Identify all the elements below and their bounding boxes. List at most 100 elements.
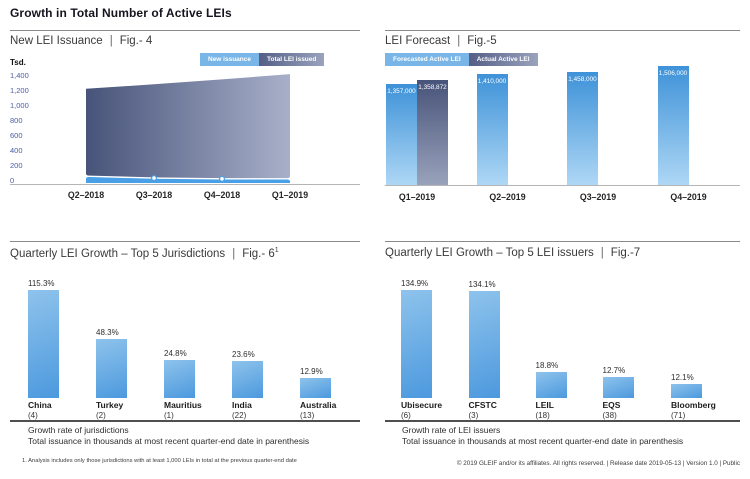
- fig4-ytick-label: 1,200: [10, 86, 29, 96]
- fig6-bar: [28, 290, 59, 398]
- fig5-bar-forecast: [476, 74, 508, 185]
- fig7-category-label: CFSTC: [468, 400, 497, 410]
- fig6-percent-label: 23.6%: [232, 349, 255, 359]
- footer: © 2019 GLEIF and/or its affiliates. All …: [456, 460, 740, 467]
- fig6-bar: [164, 360, 195, 398]
- fig6-category-label: India: [232, 400, 252, 410]
- footnote: 1. Analysis includes only those jurisdic…: [22, 458, 297, 464]
- fig5-bar-value-label: 1,357,000: [387, 87, 416, 95]
- fig6-caption: Total issuance in thousands at most rece…: [28, 436, 310, 446]
- fig4-marker: [288, 177, 292, 181]
- fig4-ytick-label: 0: [10, 176, 15, 186]
- pipe-separator: |: [457, 35, 461, 47]
- page-title: Growth in Total Number of Active LEIs: [10, 6, 232, 20]
- fig7-category-label: Bloomberg: [671, 400, 716, 410]
- divider: [10, 241, 360, 242]
- fig4-unit-label: Tsd.: [10, 58, 26, 67]
- fig6-footnote-ref: 1: [274, 247, 279, 254]
- divider: [385, 30, 740, 31]
- fig5-bar-forecast: [657, 66, 689, 185]
- fig6-heading: Quarterly LEI Growth – Top 5 Jurisdictio…: [10, 247, 279, 260]
- fig5-bar-actual: [417, 80, 448, 185]
- fig5-x-label: Q2–2019: [489, 192, 526, 202]
- fig6-category-sublabel: (4): [28, 410, 38, 420]
- fig6-category-sublabel: (22): [232, 410, 247, 420]
- fig4-ytick-label: 800: [10, 116, 23, 126]
- fig4-ytick-label: 400: [10, 146, 23, 156]
- fig4-title: New LEI Issuance: [10, 35, 103, 47]
- pipe-separator: |: [109, 35, 113, 47]
- fig5-x-label: Q1–2019: [398, 192, 436, 202]
- legend-swatch-actual-active-lei: Actual Active LEI: [468, 53, 538, 66]
- fig6-caption: Growth rate of jurisdictions: [28, 424, 129, 435]
- fig4-x-label: Q2–2018: [67, 190, 105, 200]
- fig6-category-sublabel: (1): [164, 410, 174, 420]
- fig7-percent-label: 134.1%: [468, 279, 496, 289]
- fig7-bar: [671, 384, 702, 398]
- fig6-bar: [232, 361, 263, 398]
- fig5-bar-forecast: [567, 72, 598, 185]
- fig5-legend: Forecasted Active LEI Actual Active LEI: [385, 53, 538, 66]
- fig7-category-sublabel: (38): [602, 410, 617, 420]
- pipe-separator: |: [232, 247, 236, 260]
- fig7-caption: Total issuance in thousands at most rece…: [402, 436, 684, 446]
- fig4-x-label: Q1–2019: [271, 190, 309, 200]
- fig4-marker: [150, 175, 157, 182]
- fig4-marker: [84, 174, 88, 178]
- fig7-percent-label: 12.1%: [671, 372, 694, 382]
- fig6-percent-label: 12.9%: [300, 366, 323, 376]
- fig4-issuance-line: [85, 175, 290, 180]
- fig6-caption-divider: [10, 420, 360, 422]
- fig4-x-label: Q3–2018: [135, 190, 173, 200]
- fig4-x-label: Q4–2018: [203, 190, 241, 200]
- fig6-category-sublabel: (13): [300, 410, 315, 420]
- fig4-legend: New issuance Total LEI issued: [200, 53, 325, 66]
- fig5-bar-value-label: 1,358,872: [418, 83, 447, 91]
- fig4-ytick-label: 200: [10, 161, 23, 171]
- fig6-bar: [96, 339, 127, 398]
- fig7-number: Fig.-7: [610, 247, 641, 259]
- fig5-title: LEI Forecast: [385, 35, 451, 47]
- fig4-ytick-label: 1,400: [10, 71, 29, 80]
- fig7-percent-label: 12.7%: [602, 365, 626, 375]
- fig6-title: Quarterly LEI Growth – Top 5 Jurisdictio…: [10, 247, 226, 260]
- fig7-percent-label: 134.9%: [401, 278, 429, 288]
- fig7-bar: [535, 372, 567, 398]
- fig5-heading: LEI Forecast | Fig.-5: [385, 35, 497, 47]
- fig6-category-label: China: [28, 400, 52, 410]
- fig6-percent-label: 48.3%: [96, 327, 119, 337]
- fig5-bar-value-label: 1,410,000: [477, 77, 507, 85]
- fig7-caption: Growth rate of LEI issuers: [402, 424, 501, 435]
- fig6-percent-label: 115.3%: [28, 278, 55, 288]
- pipe-separator: |: [600, 247, 604, 259]
- fig4-area-chart: [84, 74, 292, 183]
- fig6-category-label: Australia: [300, 400, 337, 410]
- fig7-bar: [401, 290, 432, 398]
- fig7-category-sublabel: (18): [535, 410, 550, 420]
- fig5-bar-forecast: [386, 84, 417, 185]
- fig7-title: Quarterly LEI Growth – Top 5 LEI issuers: [385, 247, 594, 259]
- legend-swatch-new-issuance: New issuance: [200, 53, 259, 66]
- fig7-category-label: LEIL: [535, 400, 554, 410]
- fig7-percent-label: 18.8%: [535, 360, 559, 370]
- legend-swatch-forecasted-active-lei: Forecasted Active LEI: [385, 53, 469, 66]
- fig4-x-axis: [10, 184, 360, 185]
- divider: [10, 30, 360, 31]
- fig4-number: Fig.- 4: [119, 35, 153, 47]
- fig7-category-label: Ubisecure: [401, 400, 443, 410]
- fig6-bar: [300, 378, 331, 398]
- fig7-heading: Quarterly LEI Growth – Top 5 LEI issuers…: [385, 247, 640, 259]
- fig5-bar-value-label: 1,458,000: [568, 75, 597, 83]
- fig6-category-label: Mauritius: [164, 400, 202, 410]
- fig6-category-label: Turkey: [96, 400, 124, 410]
- legend-swatch-total-lei-issued: Total LEI issued: [259, 53, 325, 66]
- fig7-category-label: EQS: [602, 400, 621, 410]
- fig5-x-label: Q3–2019: [579, 192, 617, 202]
- fig6-number: Fig.- 61: [242, 247, 279, 260]
- fig6-percent-label: 24.8%: [164, 348, 187, 358]
- fig7-category-sublabel: (3): [468, 410, 479, 420]
- fig5-x-axis: [385, 185, 740, 186]
- fig7-caption-divider: [385, 420, 740, 422]
- fig6-category-sublabel: (2): [96, 410, 106, 420]
